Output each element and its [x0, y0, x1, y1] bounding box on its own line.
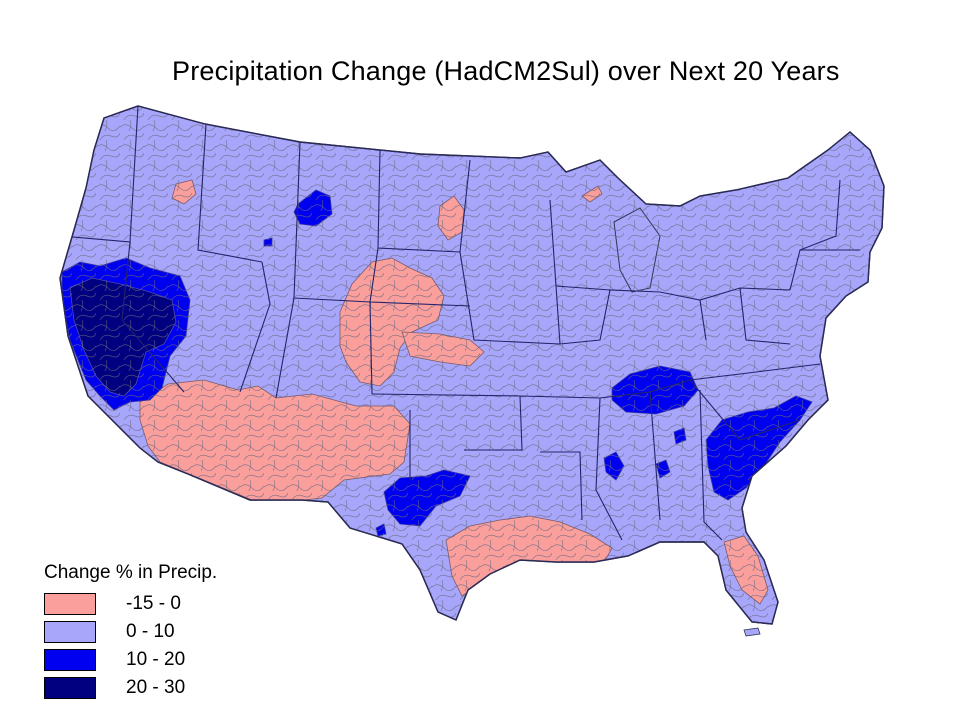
legend-label: 20 - 30 [126, 677, 186, 698]
state-borders [61, 106, 860, 541]
florida-keys [743, 627, 761, 637]
legend-title: Change % in Precip. [44, 562, 218, 583]
legend-label: 0 - 10 [126, 621, 175, 642]
legend-item-decrease: -15 - 0 [44, 590, 284, 618]
legend-swatch [44, 649, 96, 671]
legend-swatch [44, 621, 96, 643]
map-legend: Change % in Precip. -15 - 0 0 - 10 10 - … [44, 562, 284, 702]
legend-label: 10 - 20 [126, 649, 186, 670]
map-title: Precipitation Change (HadCM2Sul) over Ne… [172, 56, 840, 86]
legend-item-moderate: 10 - 20 [44, 646, 284, 674]
legend-swatch [44, 677, 96, 699]
legend-item-low: 0 - 10 [44, 618, 284, 646]
legend-label: -15 - 0 [126, 593, 181, 614]
legend-item-high: 20 - 30 [44, 674, 284, 702]
legend-swatch [44, 593, 96, 615]
